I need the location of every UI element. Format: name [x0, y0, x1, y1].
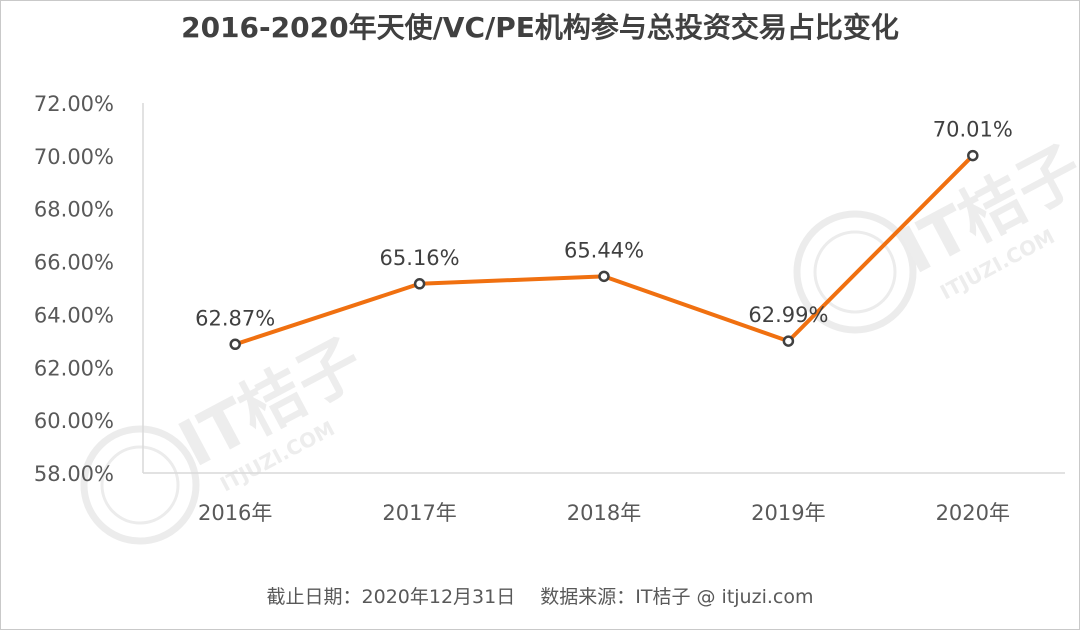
data-point — [229, 338, 241, 351]
y-axis-ticks: 58.00% 60.00% 62.00% 64.00% 66.00% 68.00% 70.0… — [34, 92, 114, 486]
data-point — [782, 335, 795, 347]
y-tick-label: 64.00% — [34, 303, 114, 327]
source-note: 截止日期：2020年12月31日 数据来源：IT桔子 @ itjuzi.com — [266, 586, 814, 608]
series-points — [229, 149, 979, 351]
data-point — [598, 270, 610, 283]
y-tick-label: 72.00% — [34, 92, 114, 116]
data-label: 62.99% — [748, 303, 828, 327]
chart-title: 2016-2020年天使/VC/PE机构参与总投资交易占比变化 — [181, 11, 899, 44]
y-tick-label: 62.00% — [34, 356, 114, 380]
y-tick-label: 58.00% — [34, 462, 114, 486]
axes — [142, 103, 1065, 474]
data-point — [413, 278, 426, 290]
y-tick-label: 70.00% — [34, 145, 114, 169]
x-tick-label: 2019年 — [751, 501, 825, 525]
data-point — [967, 149, 979, 162]
y-tick-label: 60.00% — [34, 409, 114, 433]
x-tick-label: 2016年 — [198, 501, 272, 525]
x-tick-label: 2018年 — [567, 501, 641, 525]
x-axis-ticks: 2016年 2017年 2018年 2019年 2020年 — [198, 501, 1010, 525]
y-tick-label: 66.00% — [34, 251, 114, 275]
data-labels: 62.87% 65.16% 65.44% 62.99% 70.01% — [195, 118, 1013, 331]
data-label: 62.87% — [195, 306, 275, 330]
data-label: 70.01% — [933, 118, 1013, 142]
x-tick-label: 2020年 — [936, 501, 1010, 525]
y-tick-label: 68.00% — [34, 198, 114, 222]
data-label: 65.44% — [564, 238, 644, 262]
watermark-logo-right: IT桔子 ITJUZI.COM — [793, 132, 1080, 334]
x-tick-label: 2017年 — [382, 501, 456, 525]
data-label: 65.16% — [380, 246, 460, 270]
